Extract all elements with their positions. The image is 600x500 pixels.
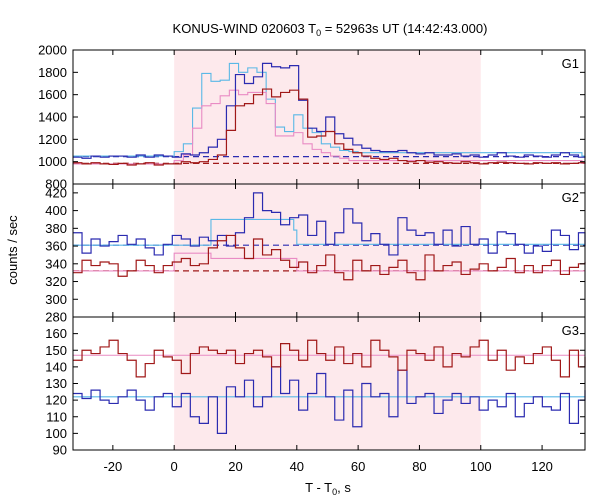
series-blue xyxy=(73,192,586,256)
y-tick-label: 1600 xyxy=(38,87,67,102)
y-tick-label: 320 xyxy=(45,274,67,289)
panel-g2: 280 300 320 340 360 380 400 420 G2 xyxy=(45,183,586,325)
y-tick-label: 360 xyxy=(45,239,67,254)
y-tick-label: 280 xyxy=(45,310,67,325)
fit-line-pink xyxy=(73,252,585,272)
shaded-interval xyxy=(174,317,481,450)
x-tick-label: 120 xyxy=(531,459,553,474)
fit-line-pink xyxy=(73,89,585,165)
y-tick-label: 2000 xyxy=(38,43,67,58)
x-tick-label: 20 xyxy=(228,459,242,474)
fit-line-lightblue xyxy=(73,218,585,246)
y-tick-label: 380 xyxy=(45,221,67,236)
y-tick-label: 800 xyxy=(45,177,67,192)
y-tick-label: 340 xyxy=(45,256,67,271)
x-axis-label: T - T0, s xyxy=(305,480,351,497)
y-tick-label: 1000 xyxy=(38,154,67,169)
y-tick-label: 1800 xyxy=(38,65,67,80)
y-tick-label: 150 xyxy=(45,343,67,358)
y-tick-label: 1200 xyxy=(38,132,67,147)
x-tick-label: 100 xyxy=(470,459,492,474)
panel-label: G1 xyxy=(562,56,579,71)
y-tick-label: 160 xyxy=(45,326,67,341)
y-axis-label: counts / sec xyxy=(5,215,20,285)
x-tick-label: 0 xyxy=(171,459,178,474)
y-tick-label: 130 xyxy=(45,376,67,391)
panel-label: G2 xyxy=(562,190,579,205)
y-tick-label: 100 xyxy=(45,426,67,441)
y-tick-label: 140 xyxy=(45,359,67,374)
x-tick-label: 60 xyxy=(351,459,365,474)
y-tick-label: 90 xyxy=(53,443,67,458)
x-tick-label: -20 xyxy=(103,459,122,474)
y-tick-label: 400 xyxy=(45,203,67,218)
series-blue xyxy=(73,366,586,434)
x-tick-label: 40 xyxy=(290,459,304,474)
y-tick-label: 110 xyxy=(46,409,67,424)
shaded-interval xyxy=(174,184,481,317)
panel-g1: 800 1000 1200 1400 1600 1800 2000 G1 xyxy=(38,43,586,192)
y-tick-label: 1400 xyxy=(38,110,67,125)
y-tick-label: 300 xyxy=(45,292,67,307)
y-tick-label: 120 xyxy=(45,393,67,408)
series-red xyxy=(73,88,586,166)
panel-label: G3 xyxy=(562,323,579,338)
series-red xyxy=(73,339,586,378)
x-tick-label: 80 xyxy=(412,459,426,474)
fit-line-lightblue xyxy=(73,62,585,157)
series-blue xyxy=(73,62,586,159)
y-tick-label: 420 xyxy=(45,185,67,200)
chart-title: KONUS-WIND 020603 T0 = 52963s UT (14:42:… xyxy=(173,21,488,38)
series-red xyxy=(73,234,586,281)
